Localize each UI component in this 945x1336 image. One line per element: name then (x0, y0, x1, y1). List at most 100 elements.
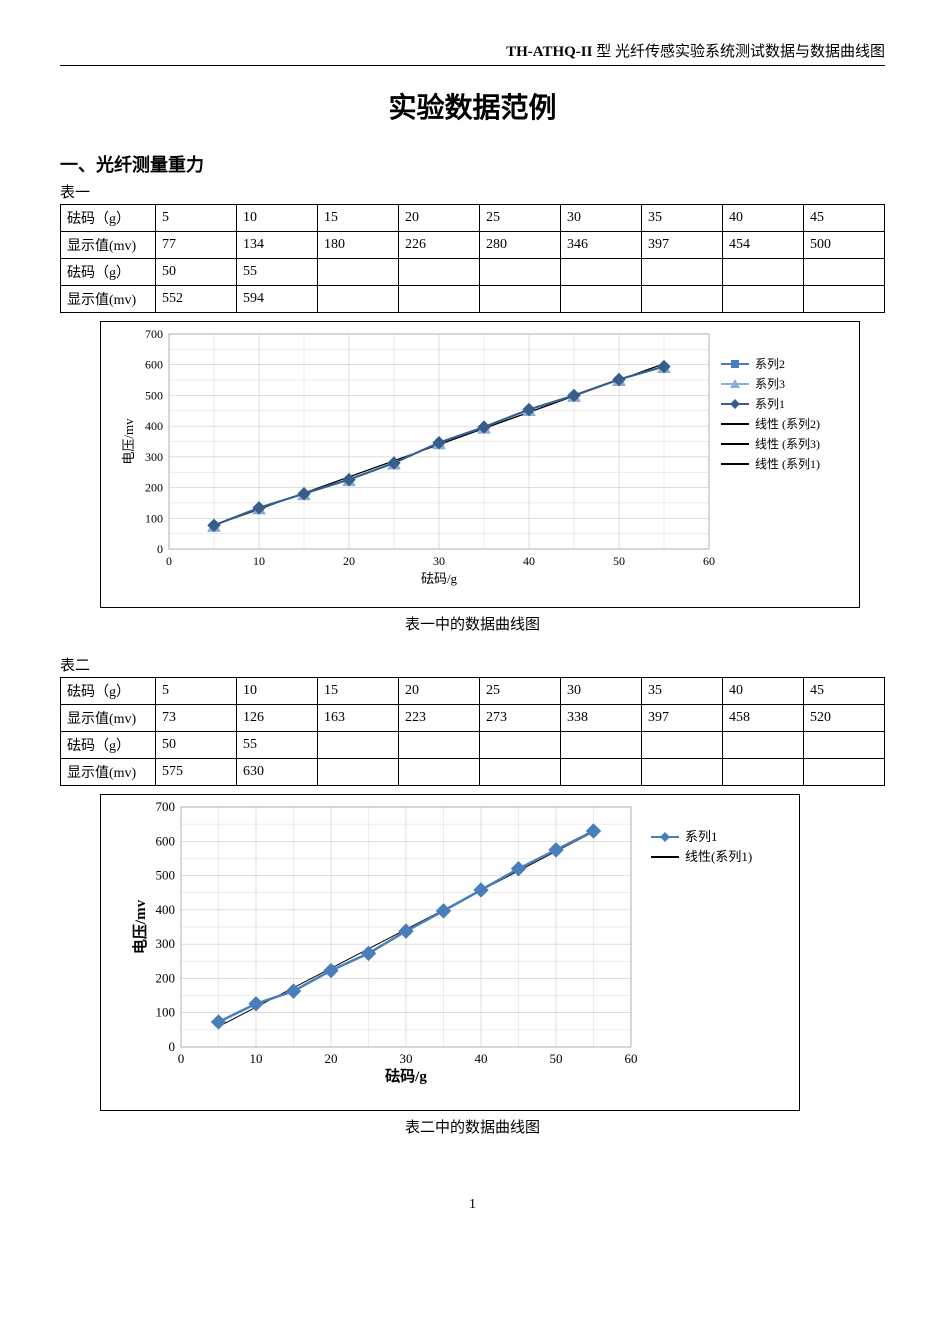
table1: 砝码（g）51015202530354045显示值(mv)77134180226… (60, 204, 885, 313)
chart2-container: 01020304050600100200300400500600700砝码/g电… (100, 794, 800, 1111)
cell (399, 259, 480, 286)
cell: 40 (723, 678, 804, 705)
svg-text:400: 400 (156, 902, 176, 917)
svg-text:600: 600 (145, 358, 163, 372)
cell (804, 286, 885, 313)
cell (642, 259, 723, 286)
svg-text:500: 500 (156, 868, 176, 883)
cell: 30 (561, 678, 642, 705)
row-header: 显示值(mv) (61, 232, 156, 259)
svg-text:50: 50 (550, 1051, 563, 1066)
document-title: 实验数据范例 (60, 86, 885, 126)
cell: 338 (561, 705, 642, 732)
cell: 15 (318, 678, 399, 705)
table2: 砝码（g）51015202530354045显示值(mv)73126163223… (60, 677, 885, 786)
cell: 458 (723, 705, 804, 732)
svg-text:700: 700 (145, 327, 163, 341)
cell: 35 (642, 678, 723, 705)
cell: 45 (804, 678, 885, 705)
cell (480, 286, 561, 313)
cell (723, 259, 804, 286)
svg-text:砝码/g: 砝码/g (385, 1067, 427, 1085)
cell (804, 759, 885, 786)
cell: 20 (399, 678, 480, 705)
cell: 520 (804, 705, 885, 732)
svg-text:400: 400 (145, 419, 163, 433)
row-header: 砝码（g） (61, 259, 156, 286)
table1-label: 表一 (60, 181, 885, 202)
cell (399, 732, 480, 759)
cell (399, 286, 480, 313)
cell (561, 732, 642, 759)
chart1-svg: 01020304050600100200300400500600700砝码/g电… (101, 322, 859, 602)
svg-text:40: 40 (523, 554, 535, 568)
cell (318, 286, 399, 313)
svg-text:10: 10 (250, 1051, 263, 1066)
cell: 5 (156, 205, 237, 232)
cell: 40 (723, 205, 804, 232)
chart1-container: 01020304050600100200300400500600700砝码/g电… (100, 321, 860, 608)
cell: 50 (156, 259, 237, 286)
svg-text:20: 20 (325, 1051, 338, 1066)
svg-text:500: 500 (145, 388, 163, 402)
cell (804, 259, 885, 286)
cell: 397 (642, 232, 723, 259)
cell: 50 (156, 732, 237, 759)
cell (804, 732, 885, 759)
cell: 163 (318, 705, 399, 732)
svg-text:600: 600 (156, 833, 176, 848)
document-header: TH-ATHQ-II 型 光纤传感实验系统测试数据与数据曲线图 (60, 40, 885, 66)
svg-text:砝码/g: 砝码/g (421, 571, 458, 586)
cell: 134 (237, 232, 318, 259)
cell: 77 (156, 232, 237, 259)
cell (480, 259, 561, 286)
cell (723, 759, 804, 786)
svg-text:20: 20 (343, 554, 355, 568)
svg-text:100: 100 (145, 511, 163, 525)
svg-text:300: 300 (145, 450, 163, 464)
svg-text:电压/mv: 电压/mv (121, 418, 136, 465)
cell (723, 732, 804, 759)
svg-text:系列2: 系列2 (755, 357, 785, 371)
cell: 630 (237, 759, 318, 786)
cell: 397 (642, 705, 723, 732)
svg-text:线性 (系列2): 线性 (系列2) (755, 417, 820, 431)
svg-text:系列1: 系列1 (685, 829, 718, 844)
cell (318, 732, 399, 759)
cell: 273 (480, 705, 561, 732)
cell (318, 259, 399, 286)
cell: 45 (804, 205, 885, 232)
row-header: 砝码（g） (61, 678, 156, 705)
cell (480, 732, 561, 759)
cell (480, 759, 561, 786)
cell: 25 (480, 678, 561, 705)
svg-text:0: 0 (157, 542, 163, 556)
cell: 346 (561, 232, 642, 259)
svg-text:线性 (系列3): 线性 (系列3) (755, 437, 820, 451)
cell: 15 (318, 205, 399, 232)
svg-text:线性 (系列1): 线性 (系列1) (755, 457, 820, 471)
cell: 30 (561, 205, 642, 232)
cell: 35 (642, 205, 723, 232)
svg-text:40: 40 (475, 1051, 488, 1066)
cell: 20 (399, 205, 480, 232)
svg-text:200: 200 (156, 970, 176, 985)
svg-text:0: 0 (169, 1039, 176, 1054)
cell: 594 (237, 286, 318, 313)
cell: 126 (237, 705, 318, 732)
cell: 223 (399, 705, 480, 732)
cell: 575 (156, 759, 237, 786)
svg-text:0: 0 (166, 554, 172, 568)
svg-text:60: 60 (625, 1051, 638, 1066)
cell (642, 759, 723, 786)
row-header: 显示值(mv) (61, 286, 156, 313)
cell (561, 286, 642, 313)
cell (723, 286, 804, 313)
cell (318, 759, 399, 786)
cell: 280 (480, 232, 561, 259)
cell: 55 (237, 732, 318, 759)
svg-text:30: 30 (433, 554, 445, 568)
chart2-caption: 表二中的数据曲线图 (60, 1116, 885, 1137)
row-header: 显示值(mv) (61, 759, 156, 786)
header-bold: TH-ATHQ-II (506, 44, 592, 60)
